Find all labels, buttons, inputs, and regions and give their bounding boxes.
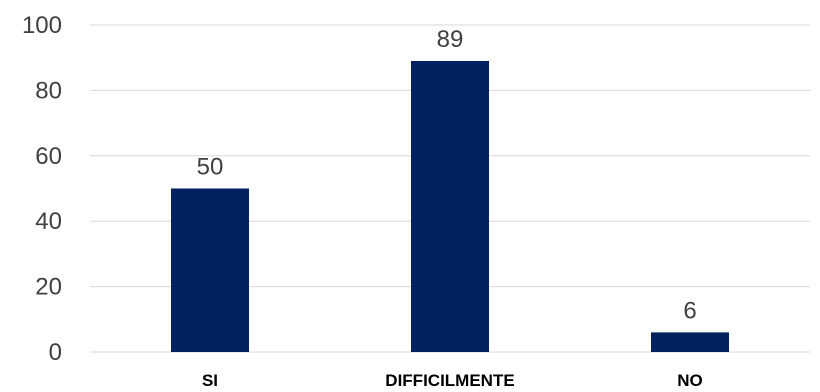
category-label-no: NO bbox=[677, 371, 703, 390]
x-axis-categories: SI DIFFICILMENTE NO bbox=[202, 371, 703, 390]
data-label-no: 6 bbox=[683, 297, 696, 324]
y-tick-label: 20 bbox=[35, 274, 62, 301]
category-label-difficilmente: DIFFICILMENTE bbox=[385, 371, 514, 390]
bars bbox=[171, 60, 729, 352]
category-label-si: SI bbox=[202, 371, 218, 390]
bar-no bbox=[651, 332, 729, 352]
bar-si bbox=[171, 188, 249, 352]
y-tick-label: 100 bbox=[22, 12, 62, 39]
y-axis-ticks: 0 20 40 60 80 100 bbox=[22, 12, 62, 366]
y-tick-label: 60 bbox=[35, 143, 62, 170]
y-tick-label: 80 bbox=[35, 77, 62, 104]
data-label-si: 50 bbox=[197, 154, 224, 181]
bar-difficilmente bbox=[411, 60, 489, 352]
y-tick-label: 40 bbox=[35, 208, 62, 235]
data-label-difficilmente: 89 bbox=[437, 26, 464, 53]
y-tick-label: 0 bbox=[49, 339, 62, 366]
data-labels: 50 89 6 bbox=[197, 26, 697, 324]
